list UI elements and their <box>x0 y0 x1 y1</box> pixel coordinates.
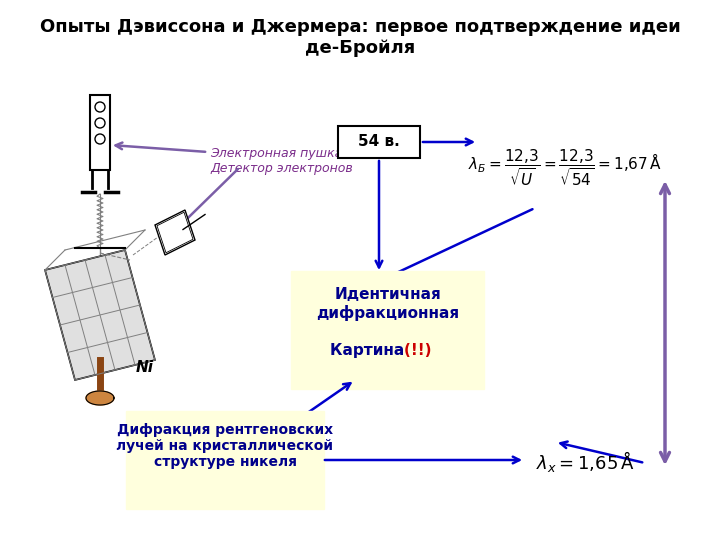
Text: Картина: Картина <box>330 343 409 358</box>
Polygon shape <box>155 210 195 255</box>
Text: Идентичная
дифракционная: Идентичная дифракционная <box>316 287 459 321</box>
Text: $\lambda_{x} = 1{,}65\,\mathrm{\AA}$: $\lambda_{x} = 1{,}65\,\mathrm{\AA}$ <box>536 449 634 475</box>
FancyBboxPatch shape <box>90 95 110 170</box>
Text: $\lambda_{\mathit{Б}} = \dfrac{12{,}3}{\sqrt{U}} = \dfrac{12{,}3}{\sqrt{54}} = 1: $\lambda_{\mathit{Б}} = \dfrac{12{,}3}{\… <box>468 147 662 188</box>
Circle shape <box>95 134 105 144</box>
Text: Ni: Ni <box>136 360 154 375</box>
Circle shape <box>95 118 105 128</box>
FancyBboxPatch shape <box>126 411 324 509</box>
Text: Электронная пушка
Детектор электронов: Электронная пушка Детектор электронов <box>210 147 353 175</box>
Polygon shape <box>157 212 193 253</box>
Circle shape <box>95 102 105 112</box>
Polygon shape <box>86 391 114 405</box>
Text: Опыты Дэвиссона и Джермера: первое подтверждение идеи
де-Бройля: Опыты Дэвиссона и Джермера: первое подтв… <box>40 18 680 57</box>
FancyBboxPatch shape <box>338 126 420 158</box>
Polygon shape <box>45 250 155 380</box>
Text: Дифракция рентгеновских
лучей на кристаллической
структуре никеля: Дифракция рентгеновских лучей на кристал… <box>117 423 333 469</box>
Text: 54 в.: 54 в. <box>358 134 400 150</box>
FancyBboxPatch shape <box>291 271 484 389</box>
Text: (!!): (!!) <box>404 343 437 358</box>
